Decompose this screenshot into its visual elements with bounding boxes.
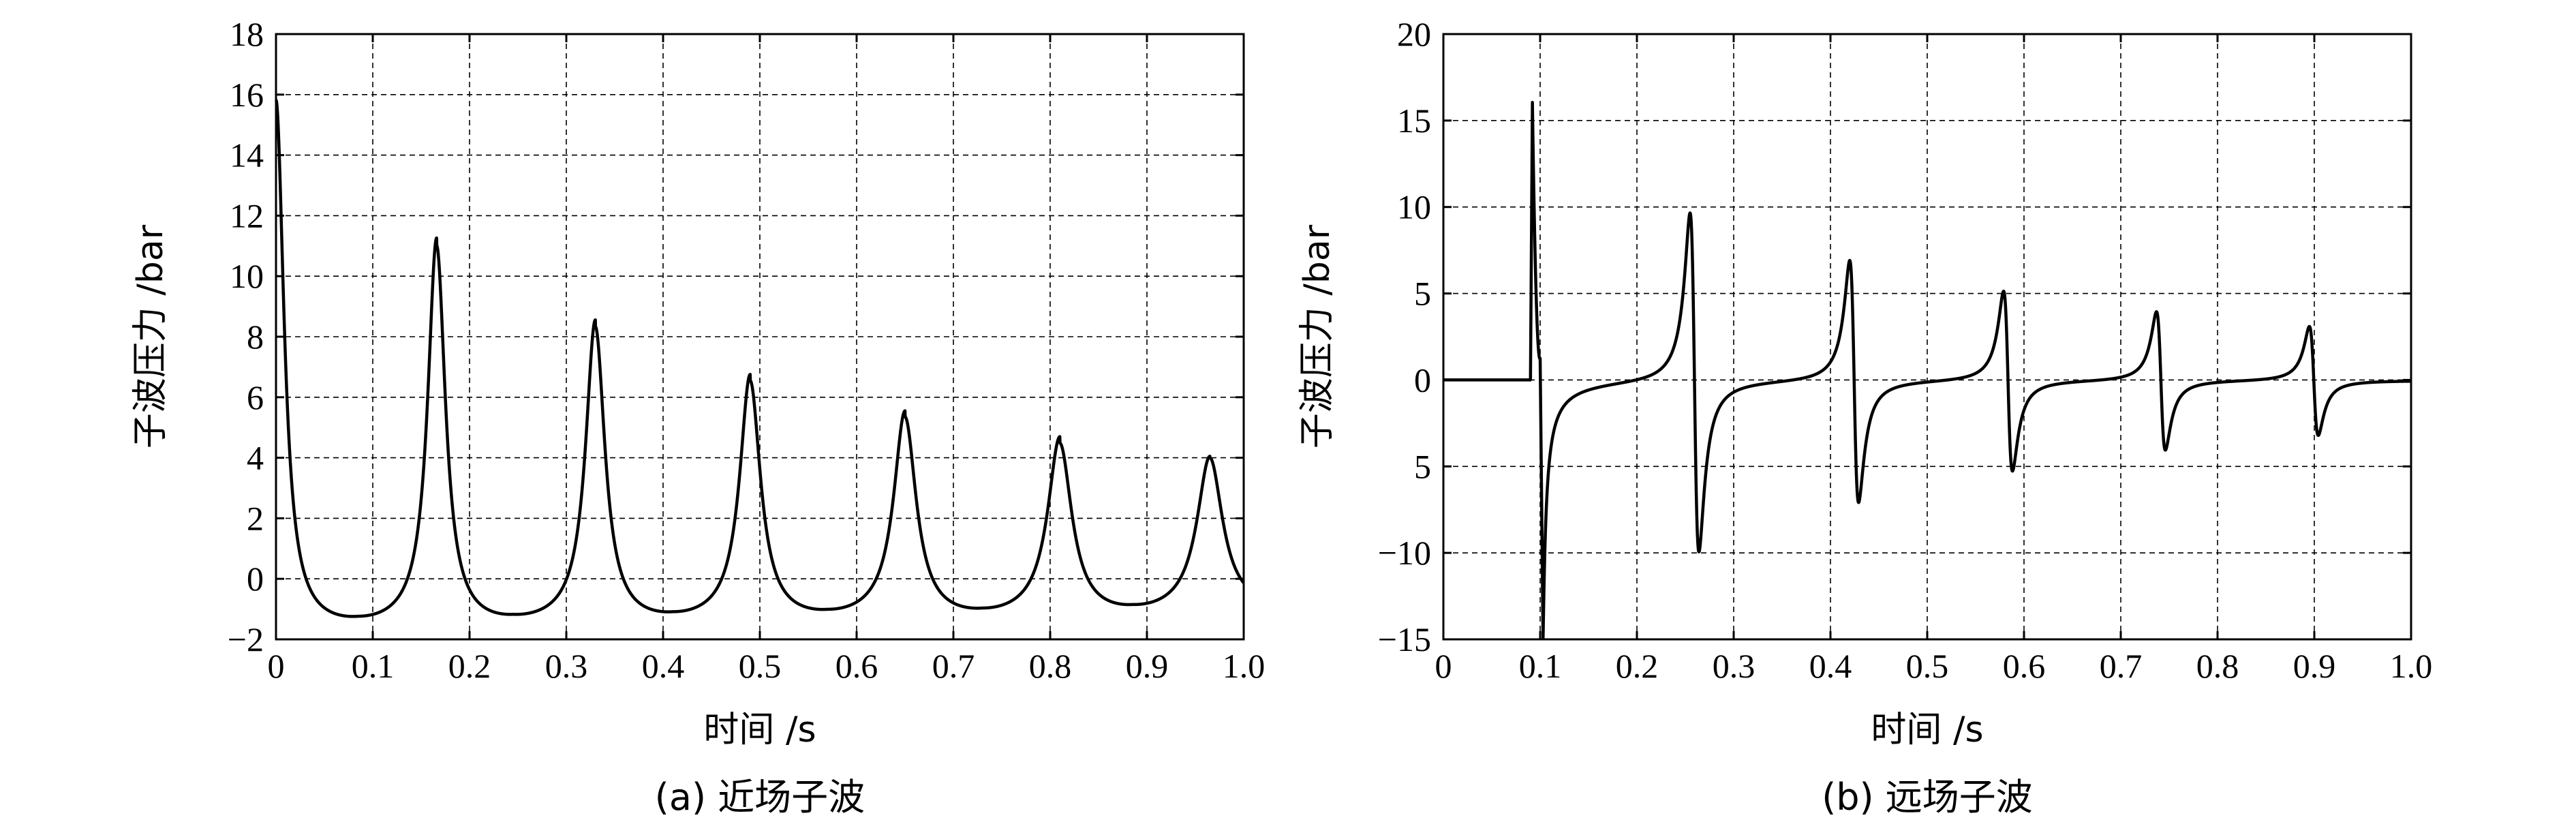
y-tick-label: 4 [247,439,264,477]
y-tick-label: −15 [1378,620,1431,658]
x-axis-title: 时间 /s [1871,710,1983,750]
axis-ticks: 0 0.1 0.2 0.3 0.4 0.5 0.6 0.7 0.8 0.9 1.0−20246810… [228,15,1265,685]
x-tick-label: 0.5 [1906,647,1949,685]
chart-near-field-wavelet: 0 0.1 0.2 0.3 0.4 0.5 0.6 0.7 0.8 0.9 1.0−20246810… [130,15,1265,819]
y-axis-title: 子波压力 /bar [1297,224,1338,448]
y-tick-label: 0 [1414,361,1431,399]
axis-ticks: 0 0.1 0.2 0.3 0.4 0.5 0.6 0.7 0.8 0.9 1.0 −15 −10 5 0 5… [1378,15,2432,685]
x-tick-label: 0.8 [2196,647,2239,685]
chart-far-field-wavelet: 0 0.1 0.2 0.3 0.4 0.5 0.6 0.7 0.8 0.9 1.0 −15 −10 5 0 5… [1297,15,2432,819]
y-tick-label: 5 [1414,447,1431,485]
x-tick-label: 0.4 [1809,647,1852,685]
series-line [274,98,1246,618]
x-tick-label: 0.4 [642,647,685,685]
y-tick-label: 5 [1414,275,1431,313]
series-line [1441,100,2413,640]
y-tick-label: 20 [1397,15,1431,53]
x-tick-label: 0.7 [2100,647,2143,685]
gridlines [276,34,1244,639]
x-tick-label: 1.0 [1223,647,1266,685]
y-tick-label: −2 [228,620,264,658]
y-axis-title: 子波压力 /bar [130,224,171,448]
figure-caption: (a) 近场子波 [655,776,865,819]
x-tick-label: 0.9 [1126,647,1169,685]
y-tick-label: 10 [230,257,264,295]
x-tick-label: 0.1 [1519,647,1562,685]
x-tick-label: 0.3 [1713,647,1755,685]
x-tick-label: 0.8 [1029,647,1072,685]
x-axis-title: 时间 /s [703,710,816,750]
gridlines [1443,34,2411,639]
y-tick-label: 0 [247,560,264,598]
x-tick-label: 0.2 [448,647,491,685]
x-tick-label: 0 [1435,647,1452,685]
x-tick-label: 0.7 [932,647,975,685]
y-tick-label: 12 [230,196,264,234]
y-tick-label: 18 [230,15,264,53]
x-tick-label: 0.3 [545,647,588,685]
x-tick-label: 0.9 [2293,647,2336,685]
x-tick-label: 0.6 [835,647,878,685]
x-tick-label: 0 [268,647,285,685]
y-tick-label: 14 [230,136,264,174]
x-tick-label: 0.6 [2003,647,2046,685]
y-tick-label: 8 [247,318,264,356]
x-tick-label: 1.0 [2390,647,2433,685]
x-tick-label: 0.2 [1616,647,1659,685]
y-tick-label: 6 [247,378,264,416]
x-tick-label: 0.5 [739,647,782,685]
y-tick-label: 15 [1397,102,1431,140]
x-tick-label: 0.1 [352,647,395,685]
y-tick-label: 10 [1397,188,1431,226]
figure-caption: (b) 远场子波 [1822,776,2033,819]
y-tick-label: −10 [1378,534,1431,572]
y-tick-label: 2 [247,499,264,537]
y-tick-label: 16 [230,76,264,114]
